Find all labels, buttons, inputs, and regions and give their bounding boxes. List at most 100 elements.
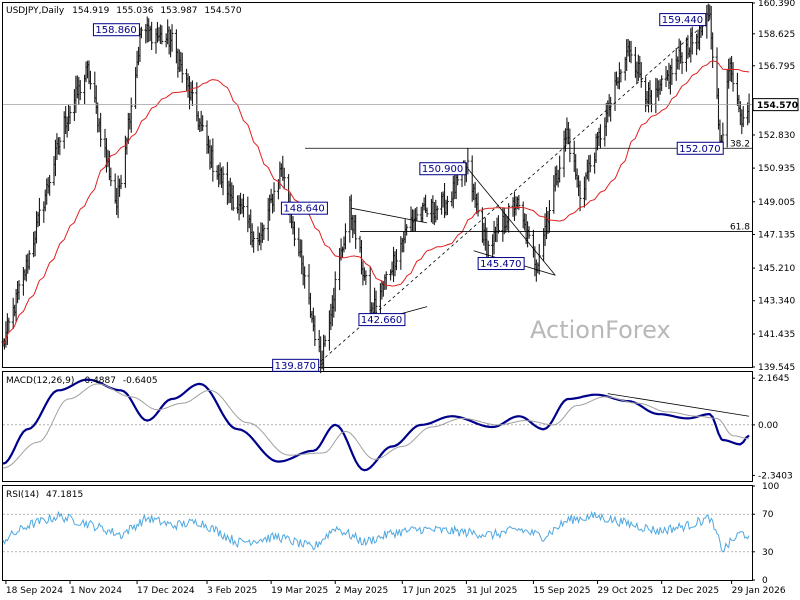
ohlc-bar (619, 69, 623, 83)
ohlc-bar (292, 221, 296, 247)
ohlc-bar (649, 89, 653, 113)
ohlc-bar (282, 167, 286, 190)
ohlc-bar (119, 174, 123, 190)
x-tick-label: 29 Jan 2026 (732, 586, 786, 596)
price-tick-label: 160.390 (758, 0, 795, 9)
price-callout: 145.470 (477, 257, 525, 271)
macd-tick-label: -2.3403 (758, 471, 793, 481)
ohlc-bar (88, 70, 92, 90)
ohlc-bar (598, 124, 602, 149)
ohlc-bar (78, 80, 82, 101)
ohlc-bar (221, 166, 225, 196)
x-tick-label: 18 Sep 2024 (6, 586, 63, 596)
ohlc-bar (741, 106, 745, 128)
price-tick-label: 150.935 (758, 164, 795, 174)
macd-panel (2, 371, 753, 482)
fib-level-label: 38.2 (730, 139, 750, 149)
ohlc-bar (109, 167, 113, 187)
ohlc-bar (476, 192, 480, 217)
last-price-label: 154.570 (752, 98, 799, 112)
svg-text:142.660: 142.660 (361, 315, 402, 326)
ohlc-bar (17, 280, 21, 300)
ohlc-bar (354, 214, 358, 249)
rsi-line (2, 510, 750, 553)
moving-average-line (2, 60, 750, 344)
ohlc-bar (405, 224, 409, 236)
rsi-tick-label: 30 (762, 548, 774, 558)
ohlc-bar (680, 52, 684, 75)
ohlc-bar (160, 25, 164, 45)
ohlc-bar (690, 26, 694, 55)
ohlc-bar (129, 97, 133, 133)
x-tick-label: 2 May 2025 (335, 586, 388, 596)
x-tick-label: 31 Jul 2025 (466, 586, 517, 596)
macd-trendline (607, 393, 750, 417)
x-tick-label: 17 Dec 2024 (137, 586, 195, 596)
price-tick-label: 143.340 (758, 297, 795, 307)
price-callout: 159.440 (659, 13, 707, 27)
ohlc-bar (211, 138, 215, 182)
ohlc-bar (170, 24, 174, 52)
price-callout: 142.660 (358, 313, 406, 327)
ohlc-bar (150, 21, 154, 50)
ohlc-bar (660, 75, 664, 91)
ohlc-bar (303, 266, 307, 289)
svg-text:158.860: 158.860 (95, 25, 136, 36)
ohlc-bar (588, 154, 592, 173)
x-tick-label: 17 Jun 2025 (402, 586, 456, 596)
ohlc-bar (496, 215, 500, 234)
x-tick-label: 19 Mar 2025 (271, 586, 328, 596)
trendline (320, 19, 711, 362)
macd-signal-line (2, 383, 750, 469)
ohlc-bar (578, 180, 582, 212)
svg-text:148.640: 148.640 (283, 204, 324, 215)
price-callout: 158.860 (92, 23, 140, 37)
x-tick-label: 3 Feb 2025 (207, 586, 257, 596)
rsi-panel (2, 485, 753, 581)
rsi-header: RSI(14) 47.1815 (6, 490, 83, 500)
svg-text:150.900: 150.900 (422, 164, 463, 175)
svg-text:154.570: 154.570 (757, 101, 798, 111)
macd-tick-label: 0.00 (758, 421, 778, 431)
trendline (351, 207, 428, 224)
ohlc-bar (364, 270, 368, 286)
ohlc-bar (99, 112, 103, 147)
x-tick-label: 12 Dec 2025 (662, 586, 720, 596)
ohlc-bar (333, 271, 337, 312)
ohlc-bar (48, 174, 52, 196)
price-tick-label: 158.625 (758, 30, 795, 40)
svg-text:152.070: 152.070 (679, 144, 720, 155)
ohlc-bar (252, 231, 256, 253)
ohlc-bar (68, 105, 72, 125)
ohlc-bar (37, 197, 41, 226)
ohlc-bar (425, 207, 429, 218)
ohlc-bar (731, 62, 735, 92)
ohlc-bar (527, 226, 531, 239)
price-tick-label: 156.795 (758, 62, 795, 72)
price-tick-label: 147.135 (758, 230, 795, 240)
ohlc-bar (435, 205, 439, 220)
ohlc-bar (201, 115, 205, 131)
svg-text:139.870: 139.870 (275, 361, 316, 372)
ohlc-bar (568, 128, 572, 163)
svg-text:145.470: 145.470 (480, 259, 521, 270)
price-callout: 152.070 (676, 141, 724, 155)
svg-text:159.440: 159.440 (662, 15, 703, 26)
price-callout: 150.900 (419, 162, 467, 176)
watermark: ActionForex (530, 316, 671, 344)
ohlc-bar (466, 148, 470, 175)
fib-level-label: 61.8 (730, 223, 750, 233)
ohlc-bar (445, 195, 449, 216)
ohlc-bar (180, 52, 184, 83)
ohlc-bar (58, 137, 62, 156)
price-tick-label: 139.545 (758, 363, 795, 373)
ohlc-bar (27, 250, 31, 270)
ohlc-bar (629, 40, 633, 64)
ohlc-bar (139, 26, 143, 39)
price-tick-label: 141.435 (758, 330, 795, 340)
trendline (467, 168, 556, 276)
x-tick-label: 29 Oct 2025 (598, 586, 654, 596)
ohlc-bar (547, 200, 551, 233)
x-tick-label: 15 Sep 2025 (533, 586, 590, 596)
